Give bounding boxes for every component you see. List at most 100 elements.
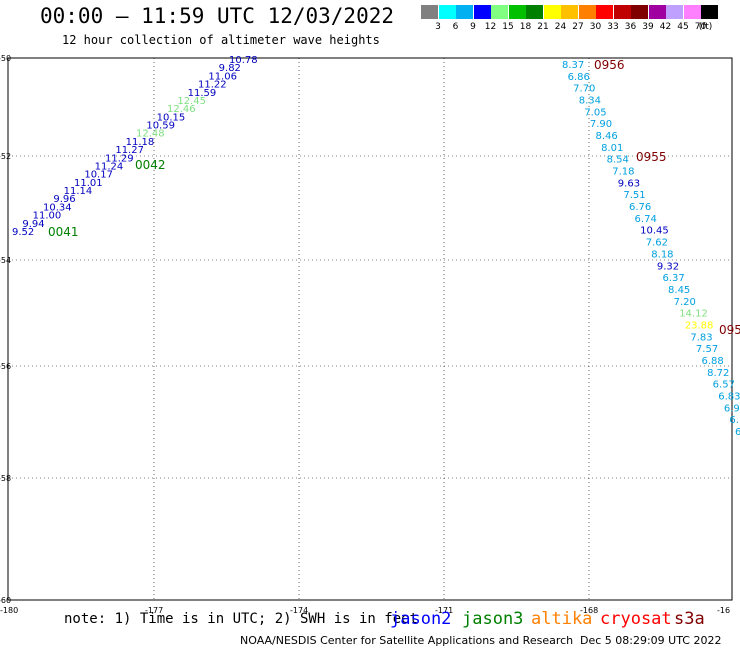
scale-label: 36 (624, 22, 637, 32)
scale-label: 39 (642, 22, 654, 32)
scale-swatch (456, 5, 473, 19)
swh-value: 9.94 (22, 219, 44, 230)
credit-text: NOAA/NESDIS Center for Satellite Applica… (240, 634, 574, 647)
swh-value: 8.37 (562, 60, 584, 71)
lat-tick-label: -56 (0, 362, 11, 371)
swh-value: 7.83 (690, 332, 712, 343)
time-label: 0041 (48, 225, 79, 239)
swh-value: 11.01 (74, 178, 103, 189)
time-label: 0956 (594, 58, 625, 72)
swh-value: 11.22 (198, 80, 227, 91)
swh-value: 9.96 (53, 194, 75, 205)
swh-value: 6.37 (662, 273, 684, 284)
scale-swatch (526, 5, 543, 19)
scale-label: 6 (452, 22, 459, 32)
swh-value: 8.18 (651, 249, 673, 260)
swh-value: 10.15 (157, 112, 186, 123)
scale-swatch (473, 5, 491, 19)
swh-value: 10.17 (84, 170, 113, 181)
swh-value: 6.9 (724, 403, 740, 414)
scale-label: 3 (435, 22, 441, 32)
page-subtitle: 12 hour collection of altimeter wave hei… (62, 33, 380, 47)
lat-tick-label: -52 (0, 152, 11, 161)
lat-tick-label: -60 (0, 596, 11, 605)
scale-swatch (578, 5, 596, 19)
swh-value: 6.86 (568, 72, 590, 83)
scale-label: 18 (519, 22, 532, 32)
swh-value: 10.59 (146, 121, 175, 132)
swh-value: 11.06 (208, 71, 237, 82)
scale-swatch (701, 5, 718, 19)
swh-value: 11.59 (188, 88, 217, 99)
satellite-label-cryosat: cryosat (600, 609, 672, 629)
scale-swatch (561, 5, 578, 19)
scale-unit: (ft) (698, 22, 713, 32)
swh-value: 11.24 (95, 161, 124, 172)
swh-value: 6.74 (635, 214, 657, 225)
swh-value: 8.54 (607, 155, 629, 166)
swh-value: 7.18 (612, 167, 634, 178)
swh-value: 12.46 (167, 104, 196, 115)
swh-value: 9.63 (618, 178, 640, 189)
scale-swatch (491, 5, 508, 19)
lon-tick-label: -174 (290, 606, 308, 615)
scale-label: 70 (694, 22, 707, 32)
swh-value: 23.88 (685, 320, 714, 331)
map-frame (7, 57, 733, 601)
scale-label: 15 (502, 22, 514, 32)
satellite-label-jason2: jason2 (390, 609, 452, 629)
satellite-label-jason3: jason3 (462, 609, 524, 629)
satellite-label-altika: altika (531, 609, 593, 629)
swh-value: 7.20 (674, 297, 696, 308)
swh-value: 14.12 (679, 309, 708, 320)
scale-swatch (508, 5, 526, 19)
swh-value: 6.57 (713, 380, 735, 391)
swh-value: 11.14 (64, 186, 93, 197)
scale-label: 9 (470, 22, 476, 32)
scale-swatch (596, 5, 613, 19)
swh-value: 7.05 (584, 107, 606, 118)
lon-tick-label: -168 (580, 606, 598, 615)
scale-label: 21 (537, 22, 549, 32)
lon-tick-label: -180 (0, 606, 18, 615)
swh-value: 12.48 (136, 129, 165, 140)
swh-value: 7.51 (623, 190, 645, 201)
scale-swatch (421, 5, 438, 19)
satellite-label-s3a: s3a (674, 609, 705, 629)
time-label: 095 (719, 323, 740, 337)
lat-tick-label: -54 (0, 256, 11, 265)
swh-value: 9.52 (12, 227, 34, 238)
swh-value: 12.45 (177, 96, 206, 107)
swh-value: 8.01 (601, 143, 623, 154)
lon-tick-label: -171 (435, 606, 453, 615)
swh-value: 9.82 (219, 63, 241, 74)
swh-value: 11.18 (126, 137, 155, 148)
scale-label: 24 (554, 22, 567, 32)
swh-value: 6.88 (702, 356, 724, 367)
lat-tick-label: -58 (0, 474, 11, 483)
scale-label: 12 (484, 22, 497, 32)
swh-value: 7.90 (590, 119, 612, 130)
swh-value: 7.62 (646, 238, 668, 249)
scale-swatch (438, 5, 456, 19)
scale-swatch (666, 5, 683, 19)
scale-swatch (683, 5, 701, 19)
swh-value: 11.00 (33, 211, 62, 222)
swh-value: 6.83 (718, 391, 740, 402)
swh-value: 7.57 (696, 344, 718, 355)
swh-value: 11.29 (105, 153, 134, 164)
footer-note: note: 1) Time is in UTC; 2) SWH is in fe… (64, 611, 419, 627)
swh-value: 8.72 (707, 368, 729, 379)
scale-label: 27 (572, 22, 584, 32)
scale-label: 42 (659, 22, 672, 32)
swh-value: 10.45 (640, 226, 669, 237)
swh-value: 11.27 (115, 145, 144, 156)
scale-label: 33 (607, 22, 619, 32)
swh-value: 8.34 (579, 96, 601, 107)
scale-swatch (631, 5, 648, 19)
page-title: 00:00 – 11:59 UTC 12/03/2022 (40, 4, 395, 28)
swh-value: 10.78 (229, 55, 258, 66)
lat-tick-label: -50 (0, 54, 11, 63)
lon-tick-label: -16 (717, 606, 730, 615)
